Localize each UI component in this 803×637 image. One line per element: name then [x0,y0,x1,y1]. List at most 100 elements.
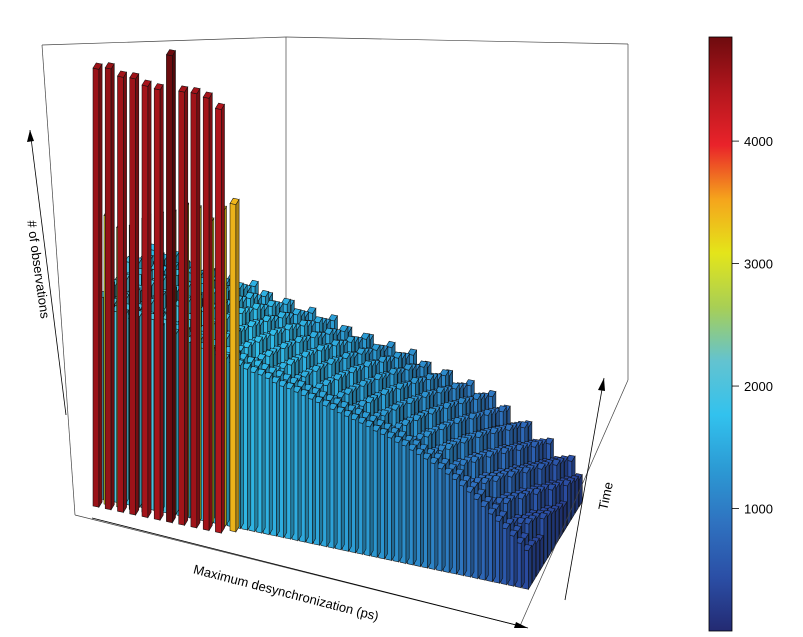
bar-top-face [308,331,319,339]
bar-top-face [190,87,201,95]
bar-top-face [457,458,468,466]
bar-top-face [355,347,366,355]
bar-side-face [384,428,388,560]
bar-side-face [434,457,439,571]
bar-top-face [347,366,358,374]
bar-side-face [268,372,273,536]
bar-side-face [559,503,564,540]
bar-side-face [159,83,164,522]
bar-top-face [424,373,435,381]
bar-top-face [246,320,257,328]
bar-front-face [129,77,136,516]
bar-side-face [571,477,575,521]
bar-top-face [419,390,430,398]
bar-top-face [229,197,240,205]
bar-side-face [240,359,244,530]
bar-side-face [412,444,417,566]
bar-top-face [404,397,415,405]
bar-top-face [342,387,353,395]
colorbar: 1000 2000 3000 4000 [708,36,773,632]
bar-top-face [364,396,375,404]
bar-top-face [250,302,261,310]
bar-top-face [241,341,252,349]
bar-side-face [551,507,556,553]
bar-side-face [326,400,331,548]
plot-box-edge [285,36,629,45]
bar-side-face [110,62,115,511]
bar-side-face [492,508,496,583]
bar-side-face [283,380,288,539]
bar-side-face [539,534,544,572]
bar-side-face [135,72,140,516]
bar-side-face [355,413,360,554]
bar-side-face [98,63,103,509]
bar-top-face [409,376,420,384]
bar-side-face [535,537,540,578]
bar-top-face [481,408,492,416]
bar-top-face [443,442,454,450]
x-axis-label: Maximum desynchronization (ps) [192,562,380,624]
bar-top-face [378,409,389,417]
bar-side-face [376,425,381,559]
bar-top-face [129,72,140,80]
bar-front-face [178,90,185,526]
bar-top-face [345,335,356,343]
bar-top-face [261,314,272,323]
bar-top-face [104,62,115,70]
bar [178,85,189,527]
bar-side-face [441,462,446,573]
plot-box-edge [41,36,287,46]
bar-top-face [299,370,310,378]
bar-top-face [417,360,428,368]
bar-top-face [387,367,398,375]
bar-top-face [426,407,437,415]
bar [214,102,225,535]
bar-front-face [190,92,198,529]
bar-top-face [252,335,263,343]
bars-group [92,49,583,591]
bar-top-face [389,403,400,411]
bar-side-face [290,382,295,541]
bar-side-face [348,410,352,553]
bar-top-face [335,391,346,399]
bar-side-face [319,396,324,547]
bar-top-face [310,364,321,372]
bar-side-face [456,473,460,576]
bar-top-face [471,392,482,400]
y-axis-label: Time [595,481,616,512]
bar-top-face [330,339,341,347]
bar-side-face [172,49,176,524]
bar-top-face [441,401,452,409]
bar-front-face [153,88,161,521]
bar-top-face [411,414,422,422]
bar-top-face [153,83,164,91]
bar-side-face [520,537,525,589]
bar-side-face [398,436,403,563]
bar [165,49,176,524]
plot-box-edge [519,379,629,627]
bar-side-face [362,417,367,556]
bar-top-face [464,379,475,387]
bar-side-face [543,512,548,565]
bar-side-face [333,403,338,550]
bar-top-face [496,405,507,413]
bar-front-face [104,67,112,511]
bar-side-face [312,393,316,545]
bar-side-face [123,71,127,514]
bar-top-face [278,342,289,350]
bar [141,79,152,519]
bar-side-face [506,522,511,586]
bar-side-face [297,386,302,542]
bar-top-face [451,416,462,425]
colorbar-gradient [708,36,733,632]
bar-side-face [221,103,225,535]
bar [190,87,201,529]
bar-top-face [434,386,445,394]
bar-side-face [484,500,489,582]
bar-front-face [141,84,149,518]
bar-side-face [369,420,374,557]
bar-top-face [362,360,373,368]
bar-side-face [304,389,309,544]
